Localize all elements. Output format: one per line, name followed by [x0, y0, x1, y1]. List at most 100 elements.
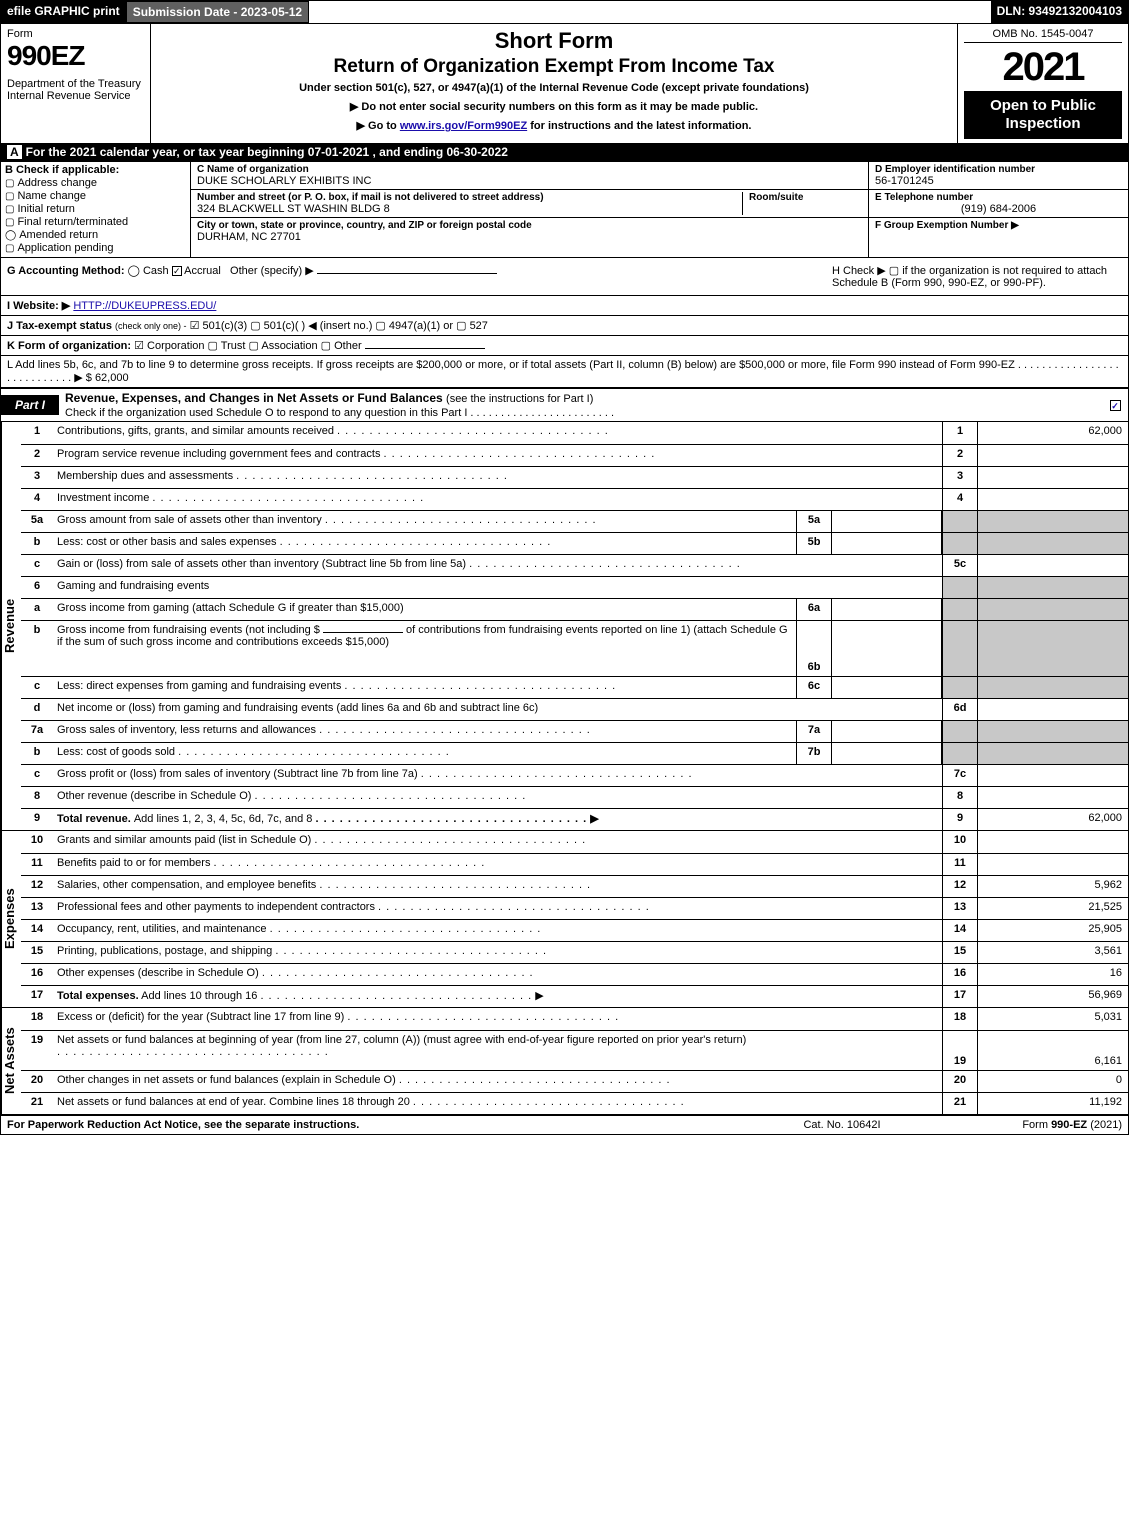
col-b-label: Check if applicable: [16, 164, 119, 176]
line-6d-desc: Net income or (loss) from gaming and fun… [57, 702, 538, 714]
part-i-check [1102, 398, 1128, 412]
line-5a-midval [832, 511, 942, 532]
line-1-val: 62,000 [978, 422, 1128, 444]
line-8-desc: Other revenue (describe in Schedule O) [57, 790, 251, 802]
line-6b-midnum: 6b [796, 621, 832, 676]
row-l: L Add lines 5b, 6c, and 7b to line 9 to … [1, 355, 1128, 387]
line-15: 15 Printing, publications, postage, and … [21, 941, 1128, 963]
d-value: 56-1701245 [875, 175, 1122, 187]
instruction-2: ▶ Go to www.irs.gov/Form990EZ for instru… [157, 119, 951, 132]
h-text: H Check ▶ ▢ if the organization is not r… [832, 265, 1107, 289]
line-20-desc: Other changes in net assets or fund bala… [57, 1074, 396, 1086]
irs-link[interactable]: www.irs.gov/Form990EZ [400, 120, 527, 132]
line-6c-desc: Less: direct expenses from gaming and fu… [57, 680, 341, 692]
line-18-val: 5,031 [978, 1008, 1128, 1030]
c-city-label: City or town, state or province, country… [197, 220, 862, 231]
row-a-text: For the 2021 calendar year, or tax year … [26, 145, 508, 159]
c-addr-label: Number and street (or P. O. box, if mail… [197, 192, 742, 203]
cb-final-return[interactable]: Final return/terminated [5, 216, 186, 228]
line-7b-desc: Less: cost of goods sold [57, 746, 175, 758]
cb-accrual[interactable] [172, 266, 182, 276]
footer-right-post: (2021) [1087, 1119, 1122, 1131]
efile-label[interactable]: efile GRAPHIC print [1, 1, 126, 23]
expenses-section: Expenses 10 Grants and similar amounts p… [1, 830, 1128, 1007]
dln-label: DLN: 93492132004103 [991, 1, 1128, 23]
instr2-pre: ▶ Go to [357, 120, 400, 132]
cb-address-change[interactable]: Address change [5, 177, 186, 189]
website-link[interactable]: HTTP://DUKEUPRESS.EDU/ [73, 300, 216, 312]
row-a: A For the 2021 calendar year, or tax year… [1, 143, 1128, 161]
cb-application-pending[interactable]: Application pending [5, 242, 186, 254]
omb-number: OMB No. 1545-0047 [964, 28, 1122, 43]
k-opts: ☑ Corporation ▢ Trust ▢ Association ▢ Ot… [134, 340, 362, 352]
line-1: 1 Contributions, gifts, grants, and simi… [21, 422, 1128, 444]
part-i-check-text: Check if the organization used Schedule … [65, 407, 614, 419]
row-k: K Form of organization: ☑ Corporation ▢ … [1, 335, 1128, 355]
line-20-val: 0 [978, 1071, 1128, 1092]
line-4-desc: Investment income [57, 492, 149, 504]
line-7a-midval [832, 721, 942, 742]
subtitle: Under section 501(c), 527, or 4947(a)(1)… [157, 82, 951, 94]
title-short-form: Short Form [157, 28, 951, 54]
header: Form 990EZ Department of the Treasury In… [1, 23, 1128, 143]
footer-left: For Paperwork Reduction Act Notice, see … [7, 1119, 742, 1131]
g-cash: Cash [143, 265, 169, 277]
tax-year: 2021 [964, 47, 1122, 87]
l-text: L Add lines 5b, 6c, and 7b to line 9 to … [7, 359, 1119, 384]
submission-date: Submission Date - 2023-05-12 [126, 1, 309, 23]
line-7a-desc: Gross sales of inventory, less returns a… [57, 724, 316, 736]
cb-schedule-o[interactable] [1110, 400, 1121, 411]
line-9-val: 62,000 [978, 809, 1128, 830]
line-5b: b Less: cost or other basis and sales ex… [21, 532, 1128, 554]
line-7b-midval [832, 743, 942, 764]
line-12: 12 Salaries, other compensation, and emp… [21, 875, 1128, 897]
line-6: 6 Gaming and fundraising events [21, 576, 1128, 598]
line-14: 14 Occupancy, rent, utilities, and maint… [21, 919, 1128, 941]
line-6d: d Net income or (loss) from gaming and f… [21, 698, 1128, 720]
letter-a: A [7, 145, 22, 159]
line-5a: 5a Gross amount from sale of assets othe… [21, 510, 1128, 532]
line-16-desc: Other expenses (describe in Schedule O) [57, 967, 259, 979]
cb-name-change[interactable]: Name change [5, 190, 186, 202]
line-18: 18 Excess or (deficit) for the year (Sub… [21, 1008, 1128, 1030]
line-11-desc: Benefits paid to or for members [57, 857, 210, 869]
line-10-val [978, 831, 1128, 853]
footer-mid: Cat. No. 10642I [742, 1119, 942, 1131]
c-room-label: Room/suite [749, 192, 862, 203]
side-netassets: Net Assets [1, 1008, 21, 1114]
part-i-header: Part I Revenue, Expenses, and Changes in… [1, 387, 1128, 422]
part-i-title-text: Revenue, Expenses, and Changes in Net As… [65, 391, 443, 405]
line-5b-midval [832, 533, 942, 554]
department: Department of the Treasury Internal Reve… [7, 78, 144, 102]
line-7a-midnum: 7a [796, 721, 832, 742]
line-19-desc: Net assets or fund balances at beginning… [57, 1034, 746, 1046]
line-18-desc: Excess or (deficit) for the year (Subtra… [57, 1011, 344, 1023]
line-4-val [978, 489, 1128, 510]
line-16: 16 Other expenses (describe in Schedule … [21, 963, 1128, 985]
line-6a: a Gross income from gaming (attach Sched… [21, 598, 1128, 620]
line-10: 10 Grants and similar amounts paid (list… [21, 831, 1128, 853]
top-bar: efile GRAPHIC print Submission Date - 20… [1, 1, 1128, 23]
line-6-desc: Gaming and fundraising events [57, 580, 209, 592]
line-14-desc: Occupancy, rent, utilities, and maintena… [57, 923, 267, 935]
line-19: 19 Net assets or fund balances at beginn… [21, 1030, 1128, 1070]
c-name-value: DUKE SCHOLARLY EXHIBITS INC [197, 175, 862, 187]
cb-initial-return[interactable]: Initial return [5, 203, 186, 215]
j-sub: (check only one) - [115, 321, 187, 331]
line-14-val: 25,905 [978, 920, 1128, 941]
line-19-val: 6,161 [978, 1031, 1128, 1070]
line-8: 8 Other revenue (describe in Schedule O)… [21, 786, 1128, 808]
k-label: K Form of organization: [7, 340, 131, 352]
footer-right-pre: Form [1022, 1119, 1051, 1131]
c-name-label: C Name of organization [197, 164, 862, 175]
line-7a: 7a Gross sales of inventory, less return… [21, 720, 1128, 742]
line-5a-desc: Gross amount from sale of assets other t… [57, 514, 322, 526]
line-5c-desc: Gain or (loss) from sale of assets other… [57, 558, 466, 570]
line-13-desc: Professional fees and other payments to … [57, 901, 375, 913]
line-6c-midnum: 6c [796, 677, 832, 698]
line-9: 9 Total revenue. Add lines 1, 2, 3, 4, 5… [21, 808, 1128, 830]
row-g: G Accounting Method: ◯ Cash Accrual Othe… [7, 264, 822, 289]
line-13-val: 21,525 [978, 898, 1128, 919]
cb-amended-return[interactable]: Amended return [5, 229, 186, 241]
line-12-desc: Salaries, other compensation, and employ… [57, 879, 316, 891]
